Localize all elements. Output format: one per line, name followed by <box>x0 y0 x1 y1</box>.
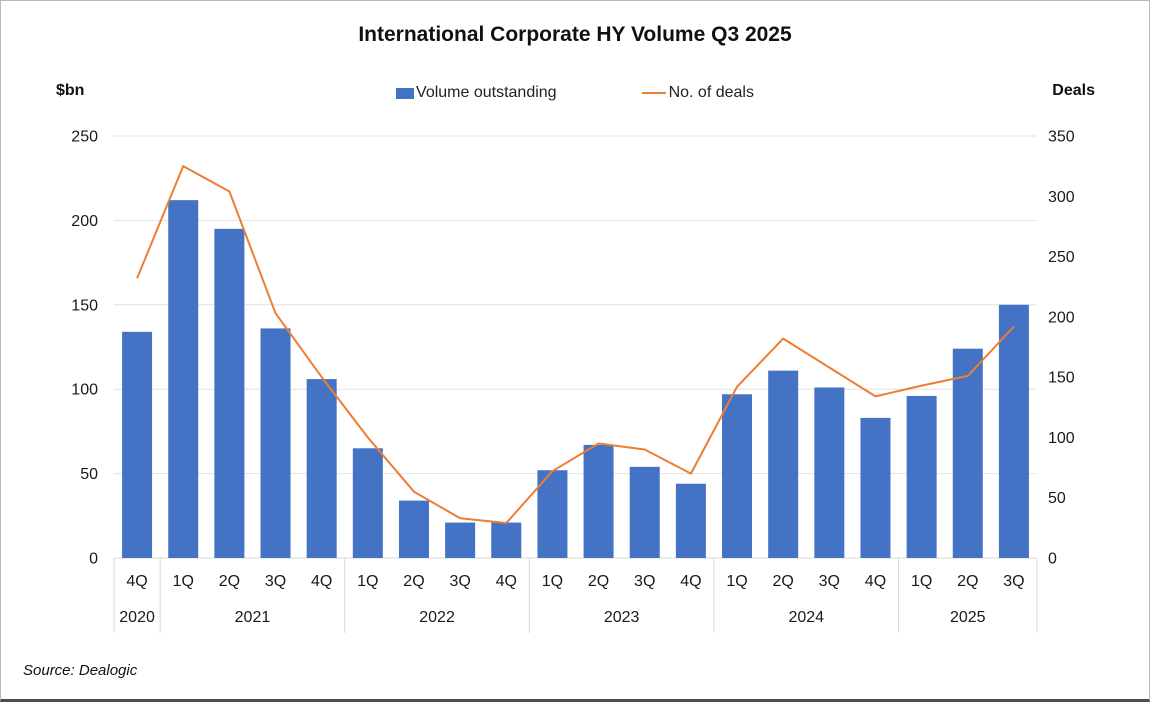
quarter-label: 3Q <box>449 573 470 590</box>
bar-2Q <box>768 370 799 558</box>
left-axis-tick-label: 50 <box>80 466 98 483</box>
left-axis-tick-label: 100 <box>71 382 98 399</box>
year-label: 2022 <box>419 609 455 626</box>
quarter-label: 3Q <box>1003 573 1024 590</box>
year-label: 2020 <box>119 609 155 626</box>
bar-2Q <box>214 228 245 558</box>
bar-4Q <box>860 417 891 558</box>
bar-series-swatch-icon <box>396 87 415 99</box>
bar-1Q <box>352 448 383 558</box>
left-axis-tick-label: 250 <box>71 129 98 146</box>
right-axis-tick-label: 0 <box>1048 551 1057 568</box>
year-label: 2024 <box>788 609 824 626</box>
deals-line <box>136 165 1015 524</box>
bar-3Q <box>814 387 845 558</box>
left-axis-tick-label: 200 <box>71 213 98 230</box>
bar-1Q <box>168 200 199 559</box>
bar-2Q <box>952 348 983 558</box>
right-axis-tick-label: 350 <box>1048 129 1075 146</box>
quarter-label: 4Q <box>311 573 332 590</box>
bar-1Q <box>722 394 753 558</box>
bar-4Q <box>491 522 522 558</box>
quarter-label: 4Q <box>680 573 701 590</box>
legend-item-volume: Volume outstanding <box>396 84 557 102</box>
quarter-label: 1Q <box>357 573 378 590</box>
legend-item-deals: No. of deals <box>641 84 754 102</box>
right-axis-tick-label: 150 <box>1048 370 1075 387</box>
quarter-label: 1Q <box>542 573 563 590</box>
legend-label-volume: Volume outstanding <box>416 84 557 101</box>
right-axis-tick-label: 200 <box>1048 309 1075 326</box>
bar-4Q <box>306 379 337 558</box>
right-axis-title: Deals <box>1052 82 1095 99</box>
quarter-label: 1Q <box>173 573 194 590</box>
quarter-label: 1Q <box>911 573 932 590</box>
source-note: Source: Dealogic <box>23 662 138 679</box>
right-axis-tick-label: 250 <box>1048 249 1075 266</box>
quarter-label: 2Q <box>219 573 240 590</box>
left-axis-title: $bn <box>56 82 85 99</box>
right-axis-tick-label: 100 <box>1048 430 1075 447</box>
bar-3Q <box>260 328 291 558</box>
bar-1Q <box>537 470 568 558</box>
left-axis-tick-label: 150 <box>71 297 98 314</box>
quarter-label: 3Q <box>634 573 655 590</box>
quarter-label: 3Q <box>819 573 840 590</box>
quarter-label: 4Q <box>496 573 517 590</box>
bar-4Q <box>675 483 706 558</box>
right-axis-tick-label: 300 <box>1048 189 1075 206</box>
bar-2Q <box>583 444 614 558</box>
bar-3Q <box>998 304 1029 558</box>
quarter-label: 1Q <box>726 573 747 590</box>
bar-1Q <box>906 395 937 558</box>
year-label: 2021 <box>235 609 271 626</box>
year-label: 2023 <box>604 609 640 626</box>
quarter-label: 2Q <box>588 573 609 590</box>
right-axis-tick-label: 50 <box>1048 490 1066 507</box>
quarter-label: 4Q <box>865 573 886 590</box>
chart-title: International Corporate HY Volume Q3 202… <box>358 23 792 46</box>
bar-2Q <box>398 500 429 558</box>
quarter-label: 2Q <box>957 573 978 590</box>
quarter-label: 4Q <box>126 573 147 590</box>
quarter-label: 2Q <box>403 573 424 590</box>
bar-4Q <box>122 331 153 558</box>
bar-3Q <box>629 466 660 558</box>
quarter-label: 2Q <box>773 573 794 590</box>
legend: Volume outstanding No. of deals <box>1 84 1149 102</box>
line-series-swatch-icon <box>641 91 666 95</box>
legend-label-deals: No. of deals <box>668 84 754 101</box>
quarter-label: 3Q <box>265 573 286 590</box>
bar-3Q <box>445 522 476 558</box>
year-label: 2025 <box>950 609 986 626</box>
chart-plot-area: 0 50 100 150 200 250 0 50 100 150 200 250 300 350 4Q 1Q… <box>71 129 1075 633</box>
left-axis-tick-label: 0 <box>89 551 98 568</box>
